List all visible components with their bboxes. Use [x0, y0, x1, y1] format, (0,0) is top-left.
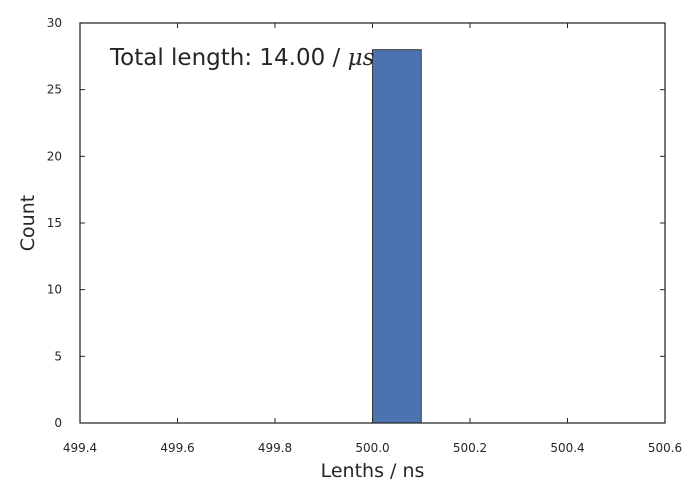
annotation-unit: μs [348, 45, 375, 71]
x-tick-label: 500.4 [550, 441, 584, 455]
y-axis: 0 5 10 15 20 25 30 [47, 16, 665, 430]
x-axis-label: Lenths / ns [321, 460, 425, 482]
total-length-annotation: Total length: 14.00 / μs [109, 45, 375, 71]
y-axis-label: Count [17, 195, 39, 251]
y-tick-label: 5 [54, 349, 62, 363]
y-tick-label: 25 [47, 83, 62, 97]
histogram-bar [372, 49, 422, 424]
y-tick-label: 0 [54, 416, 62, 430]
x-tick-label: 500.0 [355, 441, 389, 455]
x-tick-label: 500.6 [648, 441, 682, 455]
y-tick-label: 20 [47, 149, 62, 163]
bars-layer [372, 49, 422, 424]
x-tick-label: 499.6 [160, 441, 194, 455]
x-tick-label: 499.8 [258, 441, 292, 455]
y-tick-label: 30 [47, 16, 62, 30]
x-tick-label: 500.2 [453, 441, 487, 455]
x-tick-label: 499.4 [63, 441, 97, 455]
y-tick-label: 10 [47, 283, 62, 297]
annotation-prefix: Total length: 14.00 / [109, 45, 348, 71]
y-tick-label: 15 [47, 216, 62, 230]
x-axis: 499.4 499.6 499.8 500.0 500.2 500.4 500.6 [63, 23, 682, 455]
